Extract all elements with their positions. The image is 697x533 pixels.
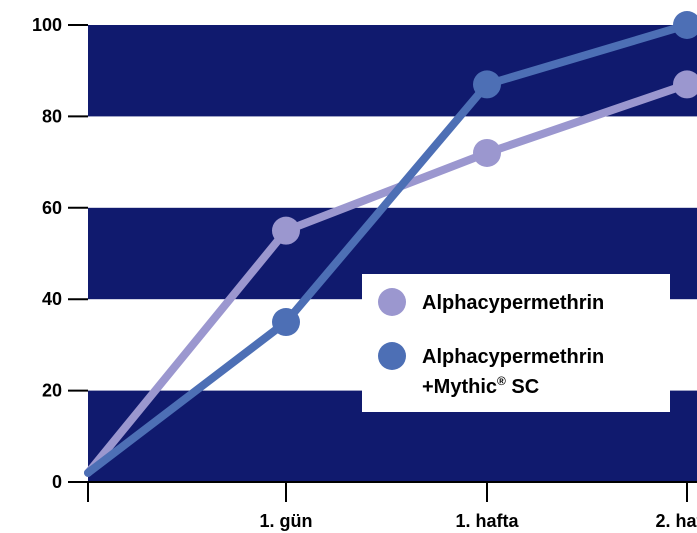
legend-marker-alphacypermethrin	[378, 288, 406, 316]
legend-marker-alphacypermethrin-mythic	[378, 342, 406, 370]
y-axis-ticks: 0 20 40 60 80 100	[32, 15, 88, 492]
legend-label-alphacypermethrin-mythic-line1: Alphacypermethrin	[422, 346, 604, 368]
series-points	[272, 11, 697, 337]
y-tick-label: 40	[42, 289, 62, 309]
series-2-point	[673, 11, 697, 39]
series-lines	[84, 21, 691, 477]
legend-mythic-prefix: +Mythic	[422, 376, 497, 398]
legend-mythic-suffix: SC	[506, 376, 539, 398]
x-axis-ticks: 1. gün 1. hafta 2. hafta	[87, 482, 697, 531]
background-bands	[88, 25, 697, 482]
series-1-point	[673, 70, 697, 99]
series-line-1	[84, 80, 691, 477]
series-2-point	[473, 70, 501, 99]
y-tick-label: 20	[42, 381, 62, 401]
y-tick-label: 0	[52, 472, 62, 492]
series-2-point	[272, 308, 300, 337]
background-band	[88, 25, 697, 117]
legend-registered-mark: ®	[497, 374, 506, 388]
series-1-point	[473, 138, 501, 167]
x-tick-label: 1. gün	[260, 511, 313, 531]
legend-box	[362, 274, 670, 412]
x-tick-label: 2. hafta	[655, 511, 697, 531]
y-tick-label: 80	[42, 106, 62, 126]
series-line-2	[84, 21, 691, 477]
x-tick-label: 1. hafta	[455, 511, 519, 531]
legend: Alphacypermethrin Alphacypermethrin +Myt…	[362, 274, 670, 412]
legend-label-alphacypermethrin-mythic-line2: +Mythic® SC	[422, 374, 539, 398]
legend-label-alphacypermethrin: Alphacypermethrin	[422, 292, 604, 314]
series-1-point	[272, 216, 300, 245]
y-tick-label: 60	[42, 198, 62, 218]
y-tick-label: 100	[32, 15, 62, 35]
